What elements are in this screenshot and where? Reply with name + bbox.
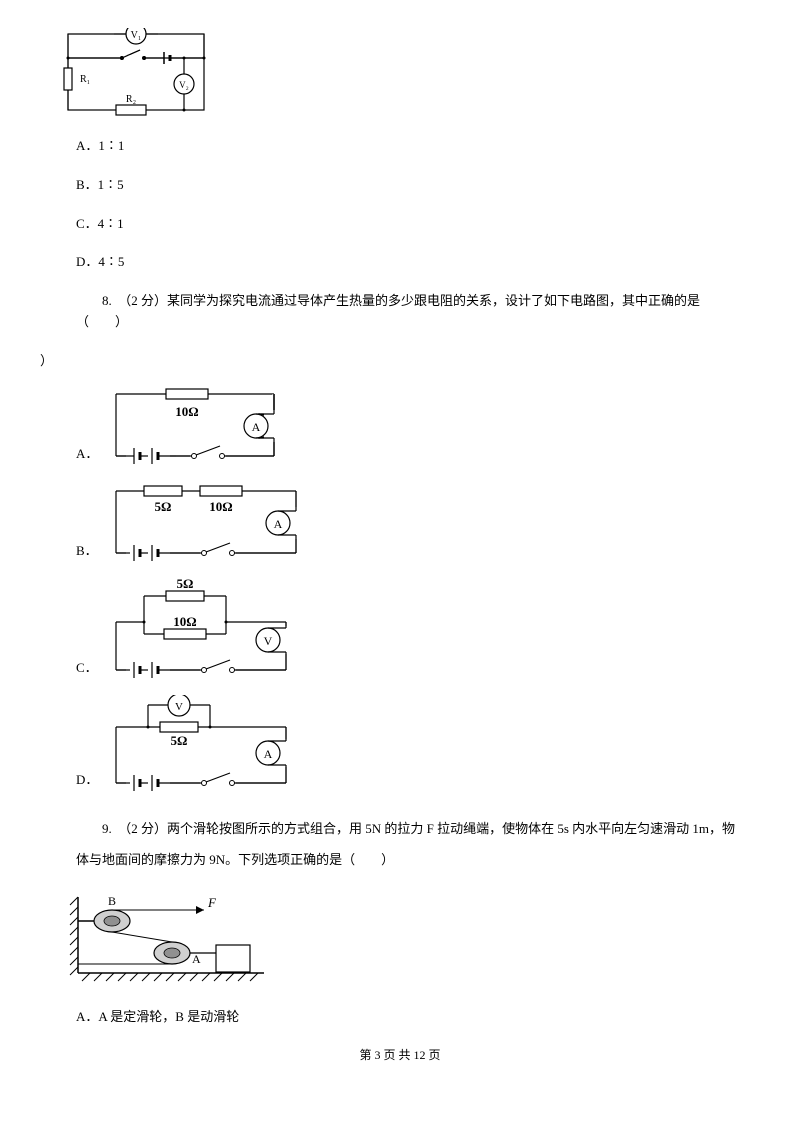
svg-text:F: F — [207, 895, 217, 910]
q8-option-c: C． 5Ω 10Ω V — [76, 578, 742, 683]
svg-text:V: V — [263, 634, 272, 648]
svg-text:5Ω: 5Ω — [154, 499, 171, 514]
q9-option-a: A．A 是定滑轮，B 是动滑轮 — [76, 1007, 742, 1028]
svg-text:A: A — [192, 952, 201, 966]
svg-text:5Ω: 5Ω — [176, 578, 193, 591]
q7-option-c: C．4∶1 — [76, 214, 742, 235]
svg-text:R₁: R₁ — [80, 74, 90, 85]
svg-text:V₁: V₁ — [131, 30, 142, 41]
q8-letter-c: C． — [76, 658, 98, 683]
q8-option-b: B． 5Ω 10Ω A — [76, 481, 742, 566]
q8-text: 8. （2 分）某同学为探究电流通过导体产生热量的多少跟电阻的关系，设计了如下电… — [76, 291, 742, 333]
svg-text:A: A — [264, 747, 273, 761]
svg-text:5Ω: 5Ω — [171, 733, 188, 748]
page-footer: 第 3 页 共 12 页 — [58, 1046, 742, 1065]
q7-option-a: A．1∶1 — [76, 136, 742, 157]
svg-text:V: V — [175, 701, 183, 713]
q8-letter-d: D． — [76, 770, 98, 795]
q8-option-a: A． 10Ω A A — [76, 384, 742, 469]
svg-text:10Ω: 10Ω — [173, 614, 196, 629]
svg-text:A: A — [273, 517, 282, 531]
svg-text:10Ω: 10Ω — [209, 499, 232, 514]
q8-text-close: ） — [40, 351, 742, 372]
q8-letter-a: A． — [76, 444, 98, 469]
svg-text:10Ω: 10Ω — [176, 404, 199, 419]
svg-text:V₂: V₂ — [179, 80, 189, 90]
q9-text: 9. （2 分）两个滑轮按图所示的方式组合，用 5N 的拉力 F 拉动绳端，使物… — [76, 813, 742, 875]
svg-text:A: A — [252, 420, 261, 434]
q8-option-d: D． 5Ω V A — [76, 695, 742, 795]
svg-text:B: B — [108, 894, 116, 908]
q7-circuit: V₁ V₂ — [62, 28, 742, 118]
q8-letter-b: B． — [76, 541, 98, 566]
svg-text:R₂: R₂ — [126, 94, 136, 105]
q7-option-d: D．4∶5 — [76, 252, 742, 273]
q7-option-b: B．1∶5 — [76, 175, 742, 196]
q9-figure: B A F — [68, 893, 742, 983]
